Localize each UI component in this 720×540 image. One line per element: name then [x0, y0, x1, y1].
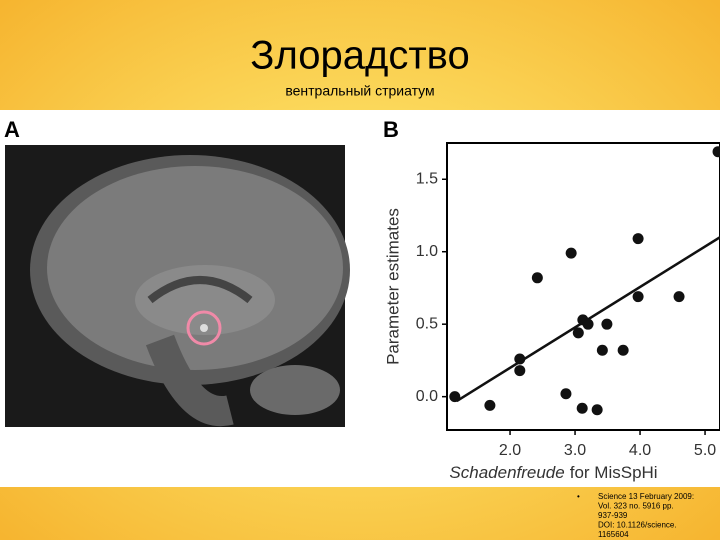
point [531, 272, 543, 284]
citation-line: DOI: 10.1126/science. [598, 521, 677, 530]
x-tick-label: 5.0 [694, 442, 716, 459]
slide-subtitle: вентральный стриатум [285, 83, 434, 99]
slide-title: Злорадство [250, 34, 469, 78]
y-axis-label: Parameter estimates [383, 208, 402, 365]
x-tick-label: 4.0 [629, 442, 651, 459]
point [560, 388, 572, 400]
citation-line: Science 13 February 2009: [598, 492, 694, 501]
point [632, 233, 644, 245]
point [514, 365, 526, 377]
point [565, 247, 577, 259]
x-axis-label-part: Schadenfreude [449, 463, 564, 482]
citation-line: Vol. 323 no. 5916 pp. [598, 502, 674, 511]
point [632, 291, 644, 303]
brain-image [5, 145, 350, 427]
panel-label: B [383, 117, 399, 142]
point [712, 146, 720, 158]
x-tick-label: 3.0 [564, 442, 586, 459]
point [596, 344, 608, 356]
x-axis-label-part: for MisSpHi [570, 463, 658, 482]
point [673, 291, 685, 303]
y-tick-label: 0.0 [416, 388, 438, 405]
point [449, 391, 461, 403]
citation: • [577, 492, 580, 501]
x-tick-label: 2.0 [499, 442, 521, 459]
x-axis-label: Schadenfreude for MisSpHi [449, 463, 657, 482]
point [617, 344, 629, 356]
plot-frame [446, 142, 720, 431]
point [576, 402, 588, 414]
point [514, 353, 526, 365]
panel-label: A [4, 117, 20, 142]
citation-line: 937-939 [598, 511, 628, 520]
y-tick-label: 1.0 [416, 243, 438, 260]
point [582, 318, 594, 330]
citation-line: 1165604 [598, 530, 629, 539]
point [572, 327, 584, 339]
y-tick-label: 0.5 [416, 315, 438, 332]
y-tick-label: 1.5 [416, 170, 438, 187]
point [591, 404, 603, 416]
bullet: • [577, 492, 580, 501]
point [484, 399, 496, 411]
point [601, 318, 613, 330]
